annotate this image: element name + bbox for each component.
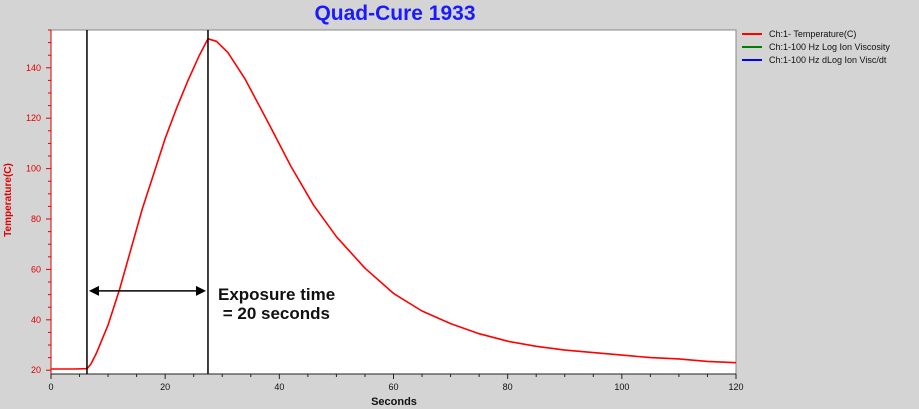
x-tick-label: 40	[274, 382, 284, 392]
x-axis-label: Seconds	[371, 396, 417, 408]
y-tick-label: 100	[26, 164, 41, 174]
x-tick-label: 20	[160, 382, 170, 392]
legend-swatch	[742, 33, 762, 35]
series-line-temperature	[51, 37, 737, 370]
y-tick-label: 40	[31, 315, 41, 325]
chart-title: Quad-Cure 1933	[314, 2, 476, 25]
y-axis-label: Temperature(C)	[3, 163, 14, 237]
legend-label: Ch:1- Temperature(C)	[769, 29, 857, 39]
legend-label: Ch:1-100 Hz dLog Ion Visc/dt	[769, 55, 887, 65]
legend-swatch	[742, 46, 762, 48]
y-tick-label: 60	[31, 264, 41, 274]
annotation-line-1: Exposure time	[218, 285, 336, 304]
x-tick-label: 120	[728, 382, 743, 392]
y-tick-label: 80	[31, 214, 41, 224]
exposure-annotation: Exposure time = 20 seconds	[218, 285, 335, 323]
x-tick-label: 0	[48, 382, 53, 392]
y-tick-label: 120	[26, 113, 41, 123]
arrow-head-left-icon	[88, 285, 99, 296]
y-tick-label: 140	[26, 63, 41, 73]
x-tick-label: 60	[388, 382, 398, 392]
arrow-head-right-icon	[195, 285, 206, 296]
legend-swatch	[742, 59, 762, 61]
plot-area	[50, 29, 737, 375]
legend-label: Ch:1-100 Hz Log Ion Viscosity	[769, 42, 890, 52]
annotation-line-2: = 20 seconds	[218, 304, 330, 323]
y-tick-label: 20	[31, 365, 41, 375]
x-tick-label: 100	[614, 382, 629, 392]
x-tick-label: 80	[503, 382, 513, 392]
